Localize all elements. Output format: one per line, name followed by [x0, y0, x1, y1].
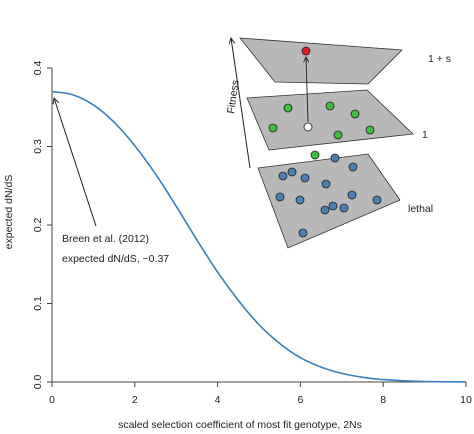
inset-point [339, 203, 349, 213]
y-axis-ticks: 0.0 0.1 0.2 0.3 0.4 [32, 61, 52, 390]
inset-point [372, 195, 382, 205]
plane-top [239, 37, 403, 85]
series-line [51, 90, 467, 383]
inset-point [278, 171, 288, 181]
fitness-axis-arrow [231, 38, 251, 169]
annotation-arrow [54, 98, 97, 227]
x-tick-label: 2 [132, 394, 138, 406]
inset-point [303, 122, 313, 132]
inset-point [348, 162, 358, 172]
plane-bottom-label: lethal [408, 203, 433, 215]
inset-point [328, 201, 338, 211]
inset-point [325, 101, 335, 111]
fitness-label: Fitness [225, 79, 242, 114]
inset-point [275, 192, 285, 202]
x-tick-label: 8 [380, 394, 386, 406]
inset-point [333, 130, 343, 140]
inset-point [330, 153, 340, 163]
y-tick-label: 0.2 [32, 218, 44, 233]
inset-point [283, 103, 293, 113]
x-axis-ticks: 0 2 4 6 8 10 [49, 382, 472, 406]
y-tick-label: 0.4 [32, 61, 44, 76]
plane-middle-label: 1 [422, 129, 428, 141]
y-axis-label: expected dN/dS [3, 175, 15, 250]
inset-point [321, 179, 331, 189]
selection-arrow [306, 57, 308, 123]
annotation-line-2: expected dN/dS, ~0.37 [62, 253, 169, 265]
inset-point [295, 195, 305, 205]
x-tick-label: 10 [460, 394, 472, 406]
inset-point [300, 173, 310, 183]
inset-point [287, 167, 297, 177]
inset-points [268, 46, 382, 238]
inset-point [365, 125, 375, 135]
x-tick-label: 6 [297, 394, 303, 406]
inset-point [310, 150, 320, 160]
fitness-landscape-diagram: Fitness 1 + s 1 lethal [225, 37, 451, 249]
x-tick-label: 0 [49, 394, 55, 406]
x-tick-label: 4 [215, 394, 221, 406]
annotation: Breen et al. (2012) expected dN/dS, ~0.3… [54, 98, 169, 265]
annotation-line-1: Breen et al. (2012) [62, 233, 149, 245]
inset-point [347, 190, 357, 200]
plane-top-label: 1 + s [428, 53, 451, 65]
y-tick-label: 0.0 [32, 375, 44, 390]
y-tick-label: 0.3 [32, 139, 44, 154]
inset-point [320, 205, 330, 215]
inset-point [350, 109, 360, 119]
plot-area: 0 2 4 6 8 10 0.0 0.1 0.2 0.3 0.4 [32, 61, 472, 406]
plane-middle [246, 89, 414, 151]
y-tick-label: 0.1 [32, 296, 44, 311]
x-axis-label: scaled selection coefficient of most fit… [118, 419, 362, 431]
inset-point [301, 46, 311, 56]
inset-point [298, 228, 308, 238]
inset-point [268, 123, 278, 133]
